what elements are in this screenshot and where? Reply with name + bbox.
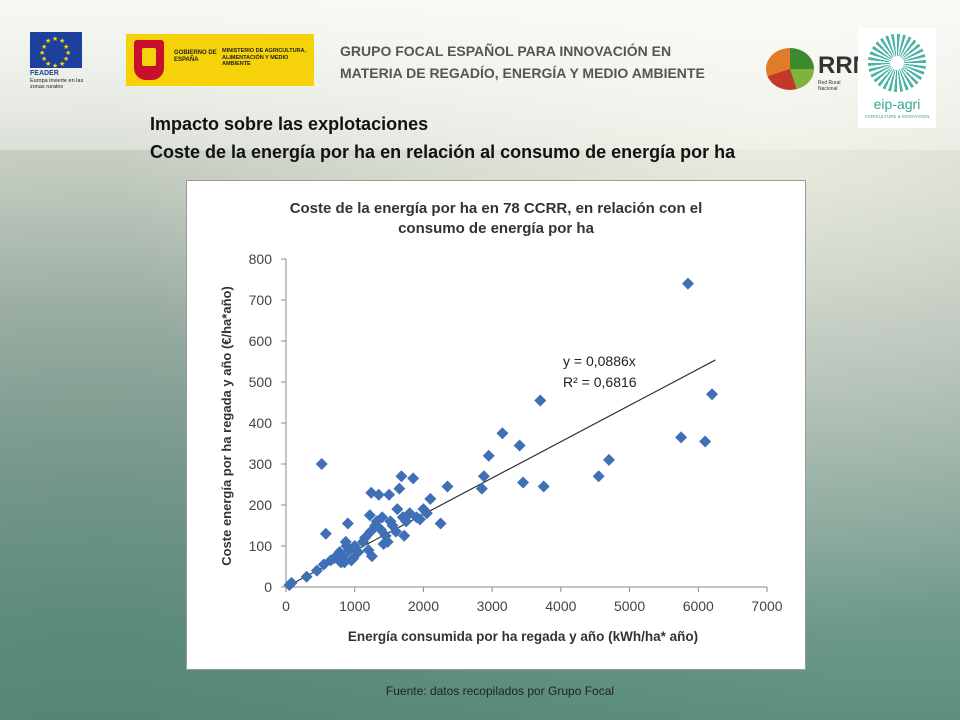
y-tick-label: 400 [249, 415, 273, 431]
y-tick-label: 0 [264, 579, 272, 595]
x-tick-label: 4000 [545, 598, 576, 614]
y-tick-label: 100 [249, 538, 273, 554]
eu-flag-icon: ★ ★ ★ ★ ★ ★ ★ ★ ★ ★ ★ ★ [30, 32, 82, 70]
data-point [391, 503, 404, 516]
eip-label: eip-agri [873, 96, 921, 112]
data-point [537, 480, 550, 493]
x-tick-label: 5000 [614, 598, 645, 614]
feader-caption: Europa invierte en las zonas rurales [30, 78, 84, 90]
data-point [300, 570, 313, 583]
x-tick-label: 2000 [408, 598, 439, 614]
data-point [365, 550, 378, 563]
rrn-arc-icon [766, 48, 814, 90]
slide-heading-line1: Impacto sobre las explotaciones [150, 114, 429, 134]
eip-caption: AGRICULTURE & INNOVATION [864, 114, 930, 119]
data-point [352, 546, 365, 559]
data-point [315, 458, 328, 470]
x-tick-label: 1000 [339, 598, 370, 614]
y-tick-label: 800 [249, 251, 273, 267]
data-point [517, 476, 530, 489]
data-point [310, 564, 323, 577]
gobierno-espana-logo: GOBIERNO DE ESPAÑA MINISTERIO DE AGRICUL… [126, 34, 314, 86]
data-point [441, 480, 454, 493]
x-tick-label: 3000 [477, 598, 508, 614]
data-point [343, 544, 356, 557]
x-tick-label: 7000 [751, 598, 782, 614]
eip-agri-logo: eip-agri AGRICULTURE & INNOVATION [858, 28, 936, 128]
data-point [319, 527, 332, 540]
y-tick-label: 300 [249, 456, 273, 472]
scatter-chart: Coste de la energía por ha en 78 CCRR, e… [219, 200, 783, 644]
x-tick-label: 6000 [683, 598, 714, 614]
data-point [424, 492, 437, 505]
trendline-equation: y = 0,0886x [563, 353, 636, 369]
data-point [496, 427, 509, 440]
data-point [482, 449, 495, 462]
focal-group-title-line1: GRUPO FOCAL ESPAÑOL PARA INNOVACIÓN EN [340, 43, 672, 59]
data-point [434, 517, 447, 530]
chart-container: Coste de la energía por ha en 78 CCRR, e… [186, 180, 806, 670]
data-point [675, 431, 688, 444]
data-point [475, 482, 488, 495]
data-point [513, 439, 526, 452]
data-point [376, 511, 389, 524]
gobierno-label: GOBIERNO DE ESPAÑA [174, 50, 217, 63]
data-point [381, 535, 394, 548]
data-point [602, 453, 615, 466]
data-point [403, 507, 416, 520]
data-point [398, 529, 411, 542]
x-axis-label: Energía consumida por ha regada y año (k… [348, 629, 698, 644]
x-tick-label: 0 [282, 598, 290, 614]
coat-of-arms-icon [134, 40, 164, 80]
data-point [420, 507, 433, 520]
data-point [706, 388, 719, 401]
data-point [384, 515, 397, 528]
data-point [383, 488, 396, 501]
data-point [389, 525, 402, 538]
focal-group-title: GRUPO FOCAL ESPAÑOL PARA INNOVACIÓN EN M… [340, 40, 760, 84]
y-axis-label: Coste energía por ha regada y año (€/ha*… [219, 286, 234, 566]
y-tick-label: 500 [249, 374, 273, 390]
data-point [477, 470, 490, 483]
trendline-r2: R² = 0,6816 [563, 374, 637, 390]
data-point [534, 394, 547, 407]
source-note: Fuente: datos recopilados por Grupo Foca… [385, 684, 615, 698]
data-point [393, 482, 406, 495]
data-point [699, 435, 712, 448]
slide-heading: Impacto sobre las explotaciones Coste de… [150, 110, 735, 166]
data-point [681, 277, 694, 290]
data-point [285, 576, 298, 589]
data-point [348, 540, 361, 552]
eu-feader-logo: ★ ★ ★ ★ ★ ★ ★ ★ ★ ★ ★ ★ FEADER Europa invierte… [30, 32, 84, 96]
ministerio-label: MINISTERIO DE AGRICULTURA, ALIMENTACIÓN … [222, 48, 307, 67]
data-point [413, 513, 426, 526]
eip-burst-icon [868, 34, 926, 92]
y-tick-label: 700 [249, 292, 273, 308]
chart-title-line1: Coste de la energía por ha en 78 CCRR, e… [290, 200, 703, 217]
rrn-logo: RRN Red Rural Nacional [766, 46, 870, 94]
data-point [592, 470, 605, 483]
data-point [372, 488, 385, 501]
chart-title-line2: consumo de energía por ha [398, 220, 595, 237]
rrn-caption: Red Rural Nacional [818, 80, 841, 92]
data-point [407, 472, 420, 485]
data-point [395, 470, 408, 483]
data-point [363, 509, 376, 522]
y-tick-label: 600 [249, 333, 273, 349]
data-point [341, 517, 354, 530]
slide-heading-line2: Coste de la energía por ha en relación a… [150, 142, 736, 162]
data-point [333, 546, 346, 559]
feader-label: FEADER [30, 70, 59, 77]
y-tick-label: 200 [249, 497, 273, 513]
focal-group-title-line2: MATERIA DE REGADÍO, ENERGÍA Y MEDIO AMBI… [340, 65, 705, 81]
